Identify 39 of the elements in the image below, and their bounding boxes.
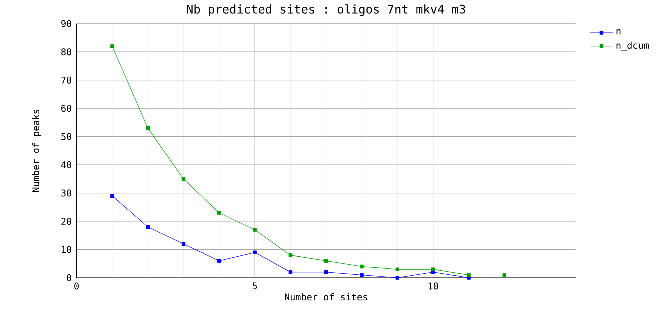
legend-label: n_dcum <box>616 42 649 51</box>
x-axis-title: Number of sites <box>285 293 368 301</box>
y-tick-label: 0 <box>67 274 72 282</box>
point <box>288 253 293 258</box>
y-tick-label: 30 <box>62 190 72 197</box>
chart-title: Nb predicted sites : oligos_7nt_mkv4_m3 <box>187 4 466 16</box>
point <box>110 44 114 48</box>
point <box>324 270 328 274</box>
y-axis-title: Number of peaks <box>32 110 42 192</box>
y-tick-label: 90 <box>62 20 72 28</box>
point <box>288 270 293 274</box>
x-tick-label: 5 <box>252 282 258 290</box>
y-tick-label: 50 <box>62 133 72 140</box>
point <box>396 276 400 280</box>
x-tick-label: 10 <box>428 282 438 290</box>
point <box>360 264 364 268</box>
y-tick-label: 20 <box>62 218 72 225</box>
point <box>502 273 506 277</box>
y-tick-label: 10 <box>62 246 72 254</box>
y-tick-label: 40 <box>61 161 72 168</box>
x-tick-label: 0 <box>74 282 79 290</box>
point <box>253 228 257 232</box>
point <box>431 268 436 272</box>
point <box>110 194 114 198</box>
point <box>182 177 186 181</box>
legend-label: n <box>616 29 621 34</box>
point <box>324 259 328 263</box>
y-tick-label: 60 <box>62 104 72 112</box>
point <box>146 225 150 229</box>
point <box>218 211 222 215</box>
point <box>396 268 400 272</box>
point <box>146 126 150 130</box>
point <box>218 259 222 263</box>
point <box>360 273 364 277</box>
point <box>182 242 186 246</box>
y-tick-label: 80 <box>62 48 72 56</box>
point <box>253 250 257 254</box>
point <box>467 273 471 277</box>
y-tick-label: 70 <box>62 76 72 84</box>
